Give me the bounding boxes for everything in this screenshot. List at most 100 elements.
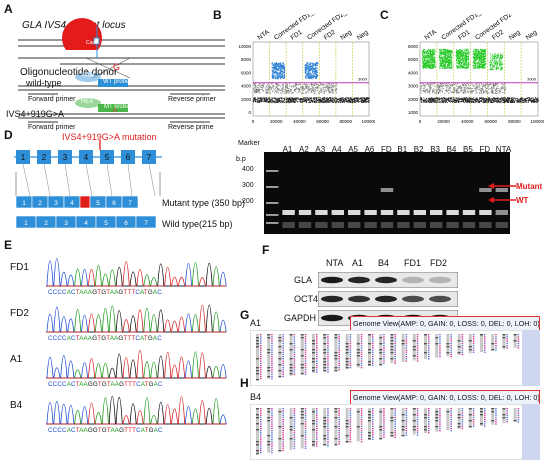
chromosome-ideogram: [480, 408, 483, 426]
wt-band: [462, 210, 476, 215]
wild-type-label: wild-type: [26, 78, 62, 88]
gel-lane-label: FD: [381, 145, 392, 154]
chromosome-ideogram: [457, 334, 461, 355]
chromosome-ideogram: [267, 408, 271, 453]
chromosome-ideogram: [401, 408, 405, 436]
marker-band: [266, 202, 279, 204]
gel-lane-label: B4: [446, 145, 457, 154]
panel-g-sample: A1: [250, 318, 262, 328]
wild-type-label: Wild type(215 bp): [162, 219, 233, 229]
western-band: [321, 276, 343, 284]
chromatogram-sequence: CCCCACTAAGGTGTAAGTTTCATGAC: [48, 427, 163, 434]
western-protein-label: GAPDH: [284, 313, 317, 323]
western-lane-label: FD1: [404, 258, 422, 268]
marker-band: [266, 214, 279, 216]
panel-d-label: D: [4, 128, 13, 142]
chromosome-ideogram: [446, 408, 450, 431]
western-blot-row: [318, 291, 458, 307]
wt-probe-bar: [98, 79, 128, 87]
ddpcr-xtick: 0: [252, 119, 255, 124]
cas9-icon: [62, 18, 102, 50]
marker-band: [266, 170, 279, 172]
mutant-type-label: Mutant type (350 bp): [162, 198, 246, 208]
cryptic-exon-box: [79, 195, 91, 209]
chromosome-ideogram: [491, 408, 495, 425]
agarose-gel: [264, 152, 510, 234]
chromatogram-sample-label: B4: [10, 400, 23, 411]
mutant-band: [495, 188, 508, 192]
exon-diagram: 1 2 3 4 5 6 7 1 2 3 4 5 6 7 1 2 3 4 5 6 7: [14, 140, 162, 229]
western-lane-label: FD2: [430, 258, 448, 268]
mutant-allele-label: IVS4+919G>A: [6, 109, 65, 119]
wt-exon-number: 1: [24, 220, 28, 227]
exon-number: 3: [63, 153, 68, 162]
chromosome-ideogram: [300, 334, 304, 375]
ddpcr-xtick: 40000: [293, 119, 306, 124]
exon-box: [37, 150, 51, 164]
gel-size-label: 400: [242, 166, 254, 173]
exon-number: 4: [84, 153, 89, 162]
gel-lane-label: A6: [364, 145, 375, 154]
western-band: [402, 295, 424, 303]
gel-size-label: 200: [242, 198, 254, 205]
wt-exon-number: 7: [144, 220, 148, 227]
chromosome-ideogram: [446, 334, 450, 357]
exon-box: [79, 150, 93, 164]
chromosome-ideogram: [390, 408, 394, 438]
mutant-exon-number: 2: [38, 200, 42, 207]
chromosome-ideogram: [312, 334, 315, 373]
wt-band: [380, 210, 394, 215]
western-lane-label: B4: [378, 258, 390, 268]
ddpcr-ytick: 0: [248, 110, 251, 115]
ddpcr-ytick: 2000: [241, 97, 252, 102]
exon-number: 2: [42, 153, 47, 162]
ddpcr-lane-label: NTA: [424, 28, 439, 41]
chromosome-ideogram: [289, 334, 293, 376]
chromatogram-sequence: CCCCACTAAGGTGTAAGTTTCATGAC: [48, 381, 163, 388]
wt-band: [298, 210, 312, 215]
chromosome-ideogram: [401, 334, 405, 362]
gel-lane-label: B3: [430, 145, 440, 154]
chromosome-ideogram: [502, 334, 506, 350]
ddpcr-ytick: 4000: [241, 84, 252, 89]
mutant-arrow-label: Mutant: [516, 182, 543, 191]
chromosome-ideogram: [491, 334, 495, 351]
cas9-label: Cas9: [86, 40, 98, 46]
chromosome-ideogram: [345, 334, 349, 369]
panel-g-karyotype: [250, 330, 540, 386]
forward-primer-label-2: Forward primer: [28, 124, 76, 131]
ddpcr-lane-label: Neg: [356, 29, 370, 42]
ddpcr-xtick: 40000: [461, 119, 474, 124]
western-band: [375, 295, 397, 303]
panel-a-schematic: [18, 18, 225, 123]
chromosome-ideogram: [356, 334, 360, 368]
ddpcr-ytick: 6000: [408, 44, 419, 49]
ddpcr-ytick: 1000: [408, 110, 419, 115]
chromosome-ideogram: [468, 408, 472, 428]
marker-band: [266, 186, 279, 188]
western-band: [402, 276, 424, 284]
wt-exon-number: 6: [124, 220, 128, 227]
hex-ellipse: [75, 98, 101, 108]
panel-b-label: B: [213, 8, 222, 22]
western-band: [348, 276, 370, 284]
mutant-exon-number: 3: [54, 200, 58, 207]
mutant-band: [380, 188, 394, 192]
ddpcr-lane-label: Neg: [339, 29, 353, 42]
gel-marker-label: Marker: [238, 140, 260, 147]
chromatogram-trace: CCCCACTAAGGTGTAAGTTTCATGAC: [46, 396, 227, 434]
western-protein-label: OCT4: [294, 294, 319, 304]
ddpcr-ytick: 4000: [408, 70, 419, 75]
ddpcr-ytick: 3000: [408, 84, 419, 89]
ddpcr-ytick: 2000: [408, 97, 419, 102]
gel-lane-label: NTA: [495, 145, 512, 154]
chromatogram-trace: CCCCACTAAAGTGTAAGTTTCATGAC: [46, 304, 227, 342]
chromosome-ideogram: [356, 408, 360, 442]
wt-exon-box: [135, 215, 157, 229]
gel-size-label: 300: [242, 182, 254, 189]
wt-band: [430, 210, 443, 215]
ddpcr-xtick: 60000: [316, 119, 329, 124]
